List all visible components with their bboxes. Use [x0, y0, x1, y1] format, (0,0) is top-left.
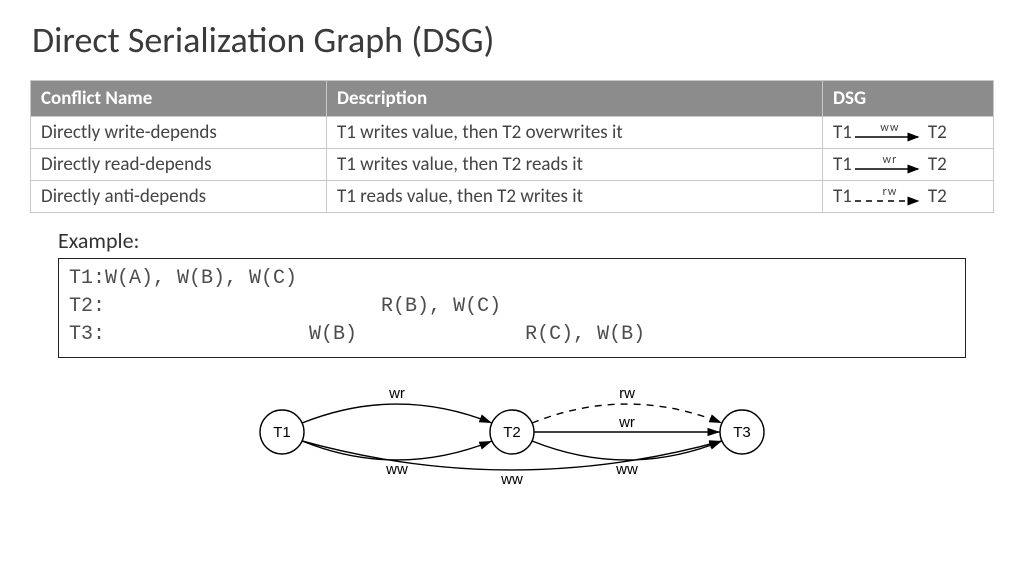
graph-edge-label: wr: [388, 385, 405, 402]
example-box: T1:W(A), W(B), W(C) T2: R(B), W(C) T3: W…: [58, 258, 966, 358]
table-header-row: Conflict Name Description DSG: [31, 81, 994, 117]
dsg-to: T2: [928, 185, 947, 208]
dsg-to: T2: [928, 121, 947, 144]
graph-edge-label: ww: [500, 471, 523, 488]
cell-dsg: T1rwT2: [823, 181, 994, 213]
cell-description: T1 writes value, then T2 reads it: [327, 149, 823, 181]
cell-conflict-name: Directly write-depends: [31, 117, 327, 149]
table-row: Directly read-dependsT1 writes value, th…: [31, 149, 994, 181]
page-title: Direct Serialization Graph (DSG): [32, 18, 994, 62]
cell-dsg: T1wwT2: [823, 117, 994, 149]
col-conflict-name: Conflict Name: [31, 81, 327, 117]
col-description: Description: [327, 81, 823, 117]
cell-conflict-name: Directly read-depends: [31, 149, 327, 181]
dsg-from: T1: [833, 121, 852, 144]
graph-container: wr ww wr rw ww ww T1 T2 T3: [30, 362, 994, 497]
col-dsg: DSG: [823, 81, 994, 117]
graph-edge: [532, 441, 722, 460]
graph-edge: [302, 441, 492, 460]
cell-description: T1 reads value, then T2 writes it: [327, 181, 823, 213]
dsg-arrow: ww: [852, 123, 928, 143]
dsg-from: T1: [833, 185, 852, 208]
graph-edge-label: ww: [385, 461, 408, 478]
graph-node-label: T2: [503, 424, 521, 441]
graph-edge-label: ww: [615, 461, 638, 478]
dsg-arrow: wr: [852, 155, 928, 175]
graph-node-label: T1: [273, 424, 291, 441]
dsg-from: T1: [833, 153, 852, 176]
dsg-arrow: rw: [852, 187, 928, 207]
dsg-graph: wr ww wr rw ww ww T1 T2 T3: [162, 362, 862, 492]
dsg-to: T2: [928, 153, 947, 176]
graph-edge-label: rw: [619, 385, 635, 402]
cell-description: T1 writes value, then T2 overwrites it: [327, 117, 823, 149]
slide: Direct Serialization Graph (DSG) Conflic…: [0, 0, 1024, 576]
graph-edge-label: wr: [618, 414, 635, 431]
table-row: Directly anti-dependsT1 reads value, the…: [31, 181, 994, 213]
example-label: Example:: [58, 227, 994, 254]
graph-edge: [302, 404, 492, 423]
cell-dsg: T1wrT2: [823, 149, 994, 181]
conflicts-table: Conflict Name Description DSG Directly w…: [30, 80, 994, 213]
graph-node-label: T3: [733, 424, 751, 441]
cell-conflict-name: Directly anti-depends: [31, 181, 327, 213]
table-row: Directly write-dependsT1 writes value, t…: [31, 117, 994, 149]
